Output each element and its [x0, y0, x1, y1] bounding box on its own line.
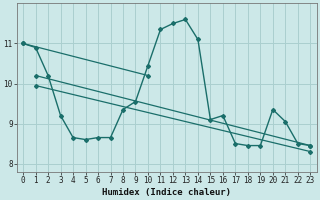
- X-axis label: Humidex (Indice chaleur): Humidex (Indice chaleur): [102, 188, 231, 197]
